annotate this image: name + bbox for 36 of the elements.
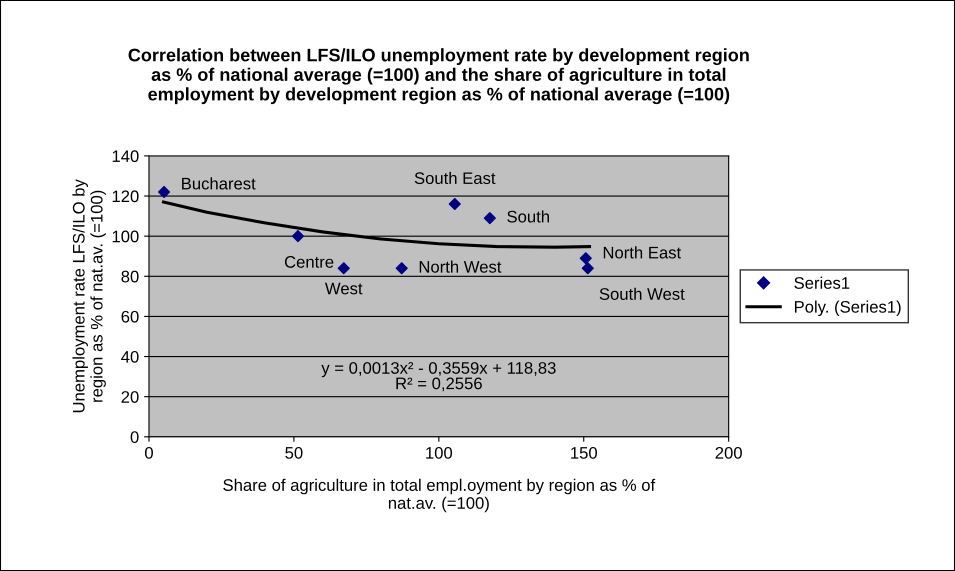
point bbox=[338, 262, 350, 274]
annotation: South West bbox=[600, 288, 685, 300]
legend-label: Series1 bbox=[794, 276, 850, 289]
point bbox=[292, 230, 304, 242]
annotation: R² = 0,2556 bbox=[396, 378, 482, 392]
annotation: Centre bbox=[284, 256, 334, 268]
x-tick-label: 100 bbox=[426, 446, 452, 459]
x-axis-title: Share of agriculture in total empl.oyment by region as % of nat.av. (=100) bbox=[223, 478, 656, 512]
y-tick-label: 60 bbox=[122, 310, 139, 323]
x-tick-label: 150 bbox=[571, 446, 597, 459]
annotation: South bbox=[507, 210, 549, 223]
y-axis-title: Unemployment rate LFS/ILO by region as % of nat.av. (=100) bbox=[72, 179, 106, 412]
annotation: West bbox=[324, 282, 362, 294]
y-tick-label: 40 bbox=[121, 350, 139, 363]
y-tick-label: 140 bbox=[112, 150, 139, 162]
annotation: y = 0,0013x² - 0,3559x + 118,83 bbox=[321, 362, 556, 378]
point bbox=[580, 252, 592, 264]
point bbox=[484, 212, 496, 224]
annotation: North East bbox=[604, 246, 682, 259]
y-tick-label: 80 bbox=[121, 270, 139, 282]
x-tick-label: 50 bbox=[285, 446, 303, 459]
y-tick-label: 20 bbox=[122, 391, 139, 403]
annotation: South East bbox=[414, 172, 496, 184]
y-tick-label: 0 bbox=[130, 431, 139, 444]
point bbox=[396, 262, 408, 274]
y-tick-label: 100 bbox=[112, 230, 139, 242]
point bbox=[448, 198, 461, 210]
y-tick-label: 120 bbox=[112, 190, 139, 202]
annotation: Bucharest bbox=[182, 177, 256, 190]
annotation: North West bbox=[420, 260, 502, 273]
point bbox=[158, 186, 170, 198]
chart-title: Correlation between LFS/ILO unemployment rate by development region as % of national average (=100) and the share of agriculture in total employment by development region as % of national average (=100) bbox=[128, 48, 749, 104]
legend-label: Poly. (Series1) bbox=[794, 300, 901, 316]
x-tick-label: 0 bbox=[144, 446, 153, 459]
point bbox=[582, 262, 594, 274]
x-tick-label: 200 bbox=[716, 446, 742, 459]
